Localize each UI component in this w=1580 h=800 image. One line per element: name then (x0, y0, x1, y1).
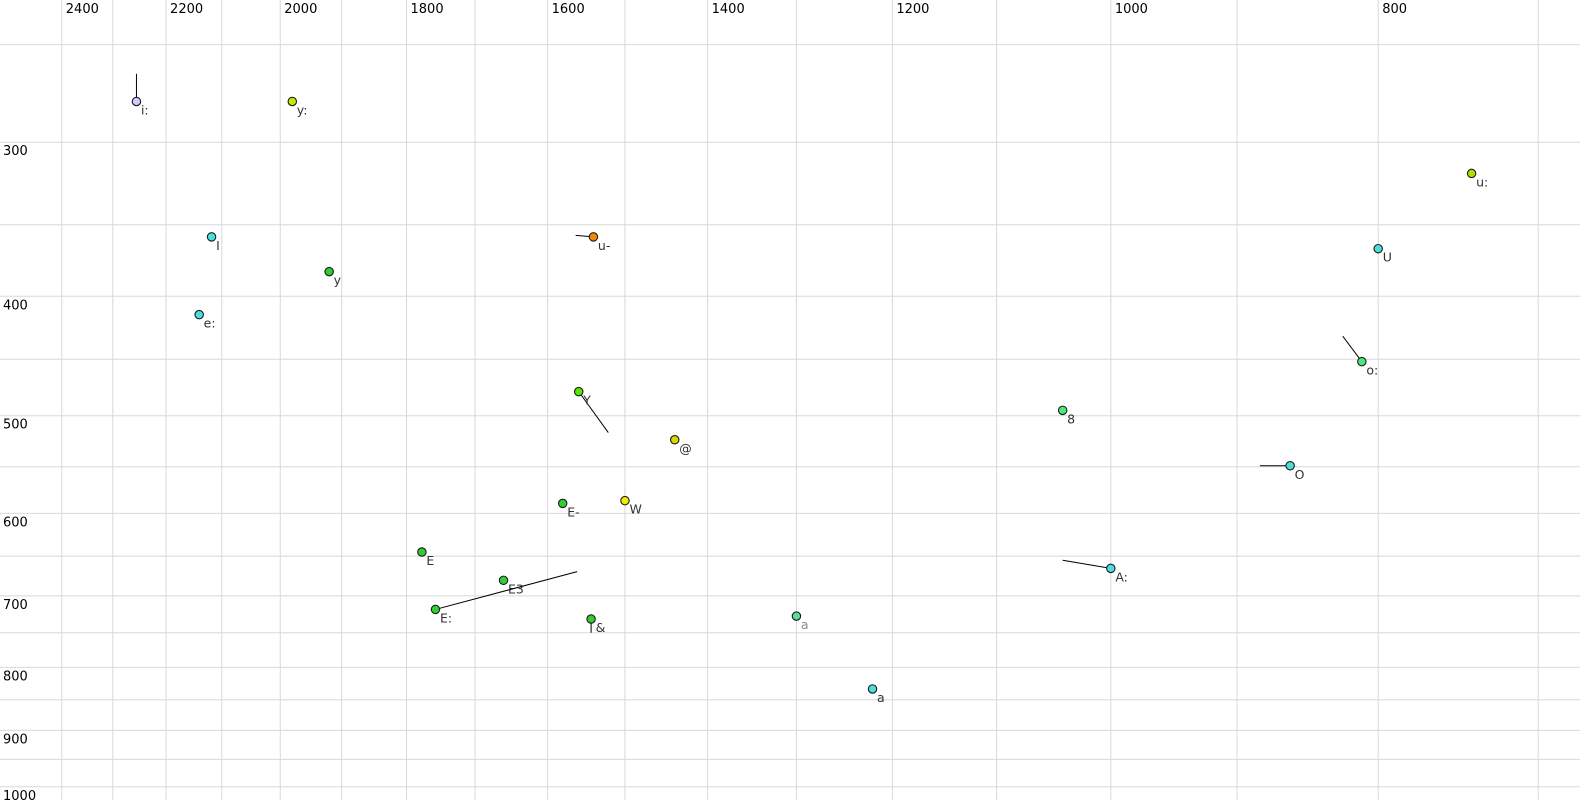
vowel-point[interactable] (1057, 405, 1068, 416)
vowel-point[interactable] (1466, 168, 1477, 179)
vowel-point-group-16: A: (1062, 559, 1128, 584)
vowel-point-label: E3 (508, 581, 524, 596)
vowel-point[interactable] (1285, 461, 1295, 471)
vowel-point-label: W (629, 502, 641, 517)
vowel-point-group-6: u: (1466, 168, 1488, 189)
vowel-point-group-2: I (206, 232, 220, 253)
vowel-point-label: U (1383, 250, 1392, 265)
vowel-point-group-19: & (586, 614, 606, 635)
y-tick-label-300: 300 (3, 144, 28, 159)
vowel-point-label: 8 (1067, 411, 1075, 426)
y-tick-label-700: 700 (3, 598, 28, 613)
vowel-point-group-12: O (1259, 461, 1305, 482)
vowel-point-group-3: y (324, 266, 342, 288)
x-tick-label-1200: 1200 (896, 2, 929, 17)
vowel-point-label: Y (582, 393, 591, 408)
vowel-point-label: u- (598, 238, 610, 253)
vowel-point-group-13: E- (557, 498, 580, 519)
x-tick-label-1600: 1600 (552, 2, 585, 17)
vowel-point[interactable] (131, 96, 142, 107)
vowel-point-label: y (334, 273, 342, 288)
x-tick-label-2400: 2400 (66, 2, 99, 17)
vowel-point-label: u: (1476, 174, 1488, 189)
x-tick-label-1400: 1400 (712, 2, 745, 17)
vowel-point-label: i: (141, 102, 149, 117)
y-tick-label-600: 600 (3, 515, 28, 530)
vowel-point-group-9: 8 (1057, 405, 1075, 426)
y-tick-label-800: 800 (3, 669, 28, 684)
vowel-point[interactable] (194, 309, 204, 320)
vowel-point-group-1: y: (287, 96, 308, 117)
x-tick-label-1800: 1800 (411, 2, 444, 17)
tick-labels-layer: 2400 2200 2000 1800 1600 1400 1200 1000 800 300 40… (3, 2, 1407, 800)
vowel-point[interactable] (206, 232, 217, 242)
vowel-tail-line (435, 571, 578, 610)
y-tick-label-400: 400 (3, 298, 28, 313)
y-tick-label-900: 900 (3, 732, 28, 747)
vowel-point-group-21: a (867, 684, 885, 705)
vowel-point[interactable] (791, 611, 802, 621)
y-tick-label-500: 500 (3, 418, 28, 433)
vowel-point[interactable] (430, 604, 441, 615)
vowel-point[interactable] (1357, 356, 1367, 367)
vowel-point-group-17: E3 (498, 575, 524, 596)
vowel-point-label: o: (1366, 363, 1378, 378)
vowel-tail-line (1342, 335, 1363, 362)
vowel-point-label: e: (204, 316, 216, 331)
vowel-point[interactable] (557, 498, 568, 509)
vowel-point-group-15: E (417, 547, 434, 568)
vowel-point[interactable] (1373, 243, 1383, 254)
vowel-point[interactable] (669, 435, 680, 445)
vowel-point-group-14: W (620, 495, 642, 517)
vowel-point-group-20: a (791, 611, 809, 632)
vowel-point[interactable] (1106, 563, 1116, 574)
x-tick-label-800: 800 (1382, 2, 1407, 17)
vowel-point-label: E- (567, 504, 579, 519)
vowel-tail-line (578, 391, 609, 433)
vowel-point-group-7: U (1373, 243, 1392, 265)
vowel-point-group-5: u- (575, 232, 610, 253)
vowel-point-label: a (877, 690, 885, 705)
vowel-point[interactable] (287, 96, 298, 107)
vowel-point-group-8: o: (1342, 335, 1378, 378)
vowel-point-group-0: i: (131, 73, 149, 117)
vowel-tail-line (1062, 559, 1111, 569)
vowel-point-label: I (216, 238, 220, 253)
vowel-point-label: O (1295, 467, 1305, 482)
vowel-point[interactable] (586, 614, 596, 624)
x-tick-label-2200: 2200 (170, 2, 203, 17)
vowel-point[interactable] (573, 386, 584, 397)
vowel-point[interactable] (620, 495, 630, 506)
vowel-point-group-18: E: (430, 571, 578, 625)
vowel-point[interactable] (867, 684, 878, 694)
y-tick-label-1000: 1000 (3, 789, 36, 800)
vowel-point[interactable] (324, 266, 334, 277)
vowel-point-group-10: Y (573, 386, 609, 433)
vowel-point-group-4: e: (194, 309, 216, 331)
vowel-point[interactable] (588, 232, 599, 242)
vowel-point-label: E (426, 553, 434, 568)
vowel-point-label: E: (440, 610, 452, 625)
points-layer: i: y: Iy e: u-u: Uo: 8 Y @ O E- W E A: E3 E: & a a (131, 73, 1488, 705)
vowel-point-label: @ (679, 441, 692, 456)
vowel-point-label: y: (297, 102, 308, 117)
vowel-point[interactable] (498, 575, 509, 586)
vowel-point-label: a (801, 617, 809, 632)
vowel-point-group-11: @ (669, 435, 692, 456)
x-tick-label-2000: 2000 (284, 2, 317, 17)
x-tick-label-1000: 1000 (1115, 2, 1148, 17)
vowel-point-label: & (596, 620, 606, 635)
vowel-point-label: A: (1115, 569, 1128, 584)
vowel-point[interactable] (417, 547, 427, 557)
